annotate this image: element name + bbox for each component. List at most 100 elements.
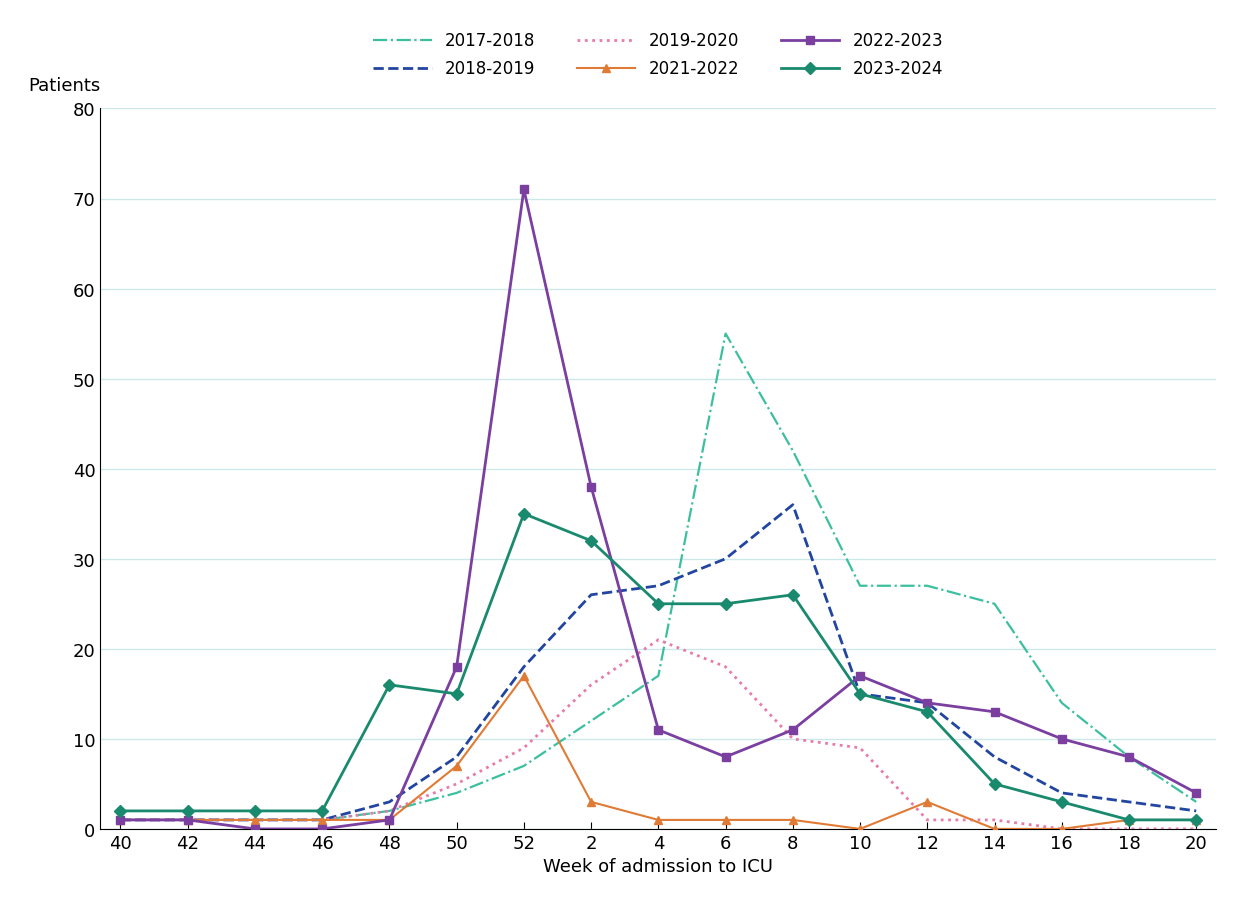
2022-2023 [987,707,1002,718]
2017-2018 [853,580,868,591]
2017-2018 [382,805,398,816]
2021-2022 [247,814,262,825]
2019-2020 [382,805,398,816]
2017-2018 [987,599,1002,609]
2023-2024 [785,589,800,600]
2018-2019 [247,814,262,825]
Legend: 2017-2018, 2018-2019, 2019-2020, 2021-2022, 2022-2023, 2023-2024: 2017-2018, 2018-2019, 2019-2020, 2021-20… [365,24,952,87]
2021-2022 [853,824,868,834]
2019-2020 [181,814,196,825]
2018-2019 [315,814,330,825]
2018-2019 [919,698,934,709]
2021-2022 [315,814,330,825]
2018-2019 [1189,805,1204,816]
2019-2020 [113,814,128,825]
2018-2019 [517,661,532,672]
2021-2022 [1055,824,1070,834]
2018-2019 [987,752,1002,763]
2018-2019 [181,814,196,825]
2017-2018 [919,580,934,591]
2017-2018 [1189,796,1204,807]
2019-2020 [247,814,262,825]
2019-2020 [987,814,1002,825]
Text: Patients: Patients [28,77,100,95]
Line: 2021-2022: 2021-2022 [117,672,1200,834]
2017-2018 [719,329,734,340]
2022-2023 [181,814,196,825]
2017-2018 [113,814,128,825]
Line: 2019-2020: 2019-2020 [120,640,1196,829]
2023-2024 [1055,796,1070,807]
2021-2022 [785,814,800,825]
2022-2023 [382,814,398,825]
2022-2023 [247,824,262,834]
2021-2022 [987,824,1002,834]
2018-2019 [853,689,868,700]
Line: 2022-2023: 2022-2023 [117,186,1200,834]
2019-2020 [651,635,666,646]
2023-2024 [853,689,868,700]
2017-2018 [583,716,598,727]
2017-2018 [449,787,464,798]
2022-2023 [651,724,666,735]
2021-2022 [651,814,666,825]
2017-2018 [315,814,330,825]
2021-2022 [919,796,934,807]
2022-2023 [1189,787,1204,798]
2017-2018 [247,814,262,825]
2018-2019 [719,554,734,565]
2021-2022 [113,814,128,825]
2018-2019 [1055,787,1070,798]
2017-2018 [517,761,532,772]
2021-2022 [1189,814,1204,825]
2023-2024 [449,689,464,700]
2022-2023 [113,814,128,825]
2022-2023 [919,698,934,709]
2018-2019 [583,589,598,600]
2017-2018 [181,814,196,825]
2022-2023 [449,661,464,672]
2022-2023 [517,185,532,196]
2017-2018 [1121,752,1136,763]
2021-2022 [1121,814,1136,825]
2022-2023 [719,752,734,763]
Line: 2017-2018: 2017-2018 [120,334,1196,820]
2023-2024 [919,707,934,718]
2021-2022 [719,814,734,825]
2022-2023 [785,724,800,735]
2017-2018 [785,445,800,456]
2021-2022 [517,670,532,681]
2022-2023 [853,670,868,681]
2023-2024 [987,779,1002,790]
2018-2019 [785,499,800,510]
2022-2023 [583,482,598,493]
2019-2020 [1121,824,1136,834]
2023-2024 [247,805,262,816]
2023-2024 [315,805,330,816]
X-axis label: Week of admission to ICU: Week of admission to ICU [543,857,774,875]
2018-2019 [1121,796,1136,807]
2018-2019 [113,814,128,825]
2019-2020 [583,680,598,691]
2022-2023 [1121,752,1136,763]
Line: 2018-2019: 2018-2019 [120,505,1196,820]
2023-2024 [583,536,598,547]
2017-2018 [1055,698,1070,709]
2021-2022 [382,814,398,825]
2023-2024 [181,805,196,816]
2021-2022 [583,796,598,807]
2019-2020 [517,742,532,753]
2023-2024 [719,599,734,609]
2021-2022 [449,761,464,772]
2022-2023 [1055,733,1070,744]
2022-2023 [315,824,330,834]
2023-2024 [1121,814,1136,825]
2023-2024 [517,508,532,519]
2018-2019 [449,752,464,763]
2023-2024 [113,805,128,816]
2018-2019 [651,580,666,591]
2023-2024 [382,680,398,691]
2017-2018 [651,670,666,681]
2021-2022 [181,814,196,825]
2019-2020 [719,661,734,672]
